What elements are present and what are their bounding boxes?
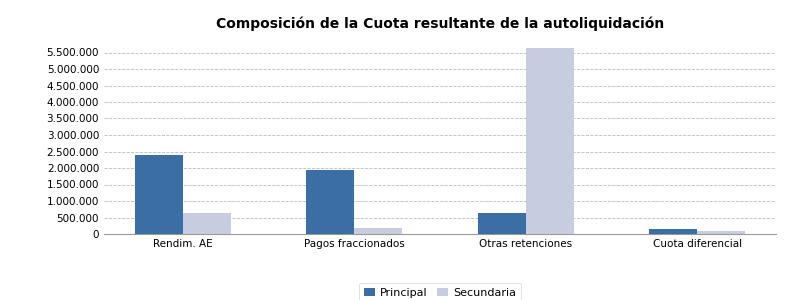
Bar	[698, 231, 746, 234]
Bar	[526, 47, 574, 234]
Bar	[306, 170, 354, 234]
Title: Composición de la Cuota resultante de la autoliquidación: Composición de la Cuota resultante de la…	[216, 16, 664, 31]
Bar	[182, 212, 230, 234]
Bar	[650, 229, 698, 234]
Legend: Principal, Secundaria: Principal, Secundaria	[359, 283, 521, 300]
Bar	[134, 155, 182, 234]
Bar	[478, 212, 526, 234]
Bar	[354, 228, 402, 234]
